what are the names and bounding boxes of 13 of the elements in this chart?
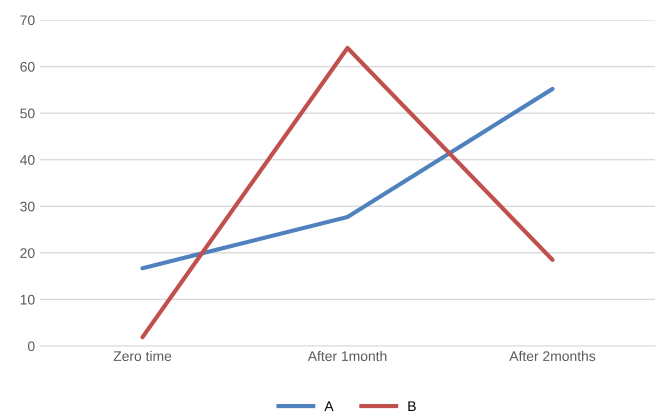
x-tick-label: Zero time	[114, 350, 172, 362]
y-tick-label: 40	[20, 155, 35, 165]
legend-label: A	[324, 401, 334, 411]
x-tick-label: After 2months	[509, 350, 596, 362]
legend-label: B	[408, 401, 416, 411]
y-tick-label: 50	[20, 108, 35, 118]
y-tick-label: 70	[20, 15, 35, 26]
x-tick-label: After 1month	[308, 350, 386, 362]
y-tick-label: 0	[28, 341, 35, 352]
y-tick-label: 30	[20, 202, 35, 212]
y-tick-label: 60	[20, 62, 35, 72]
y-tick-label: 10	[20, 294, 35, 305]
y-tick-label: 20	[20, 248, 35, 258]
